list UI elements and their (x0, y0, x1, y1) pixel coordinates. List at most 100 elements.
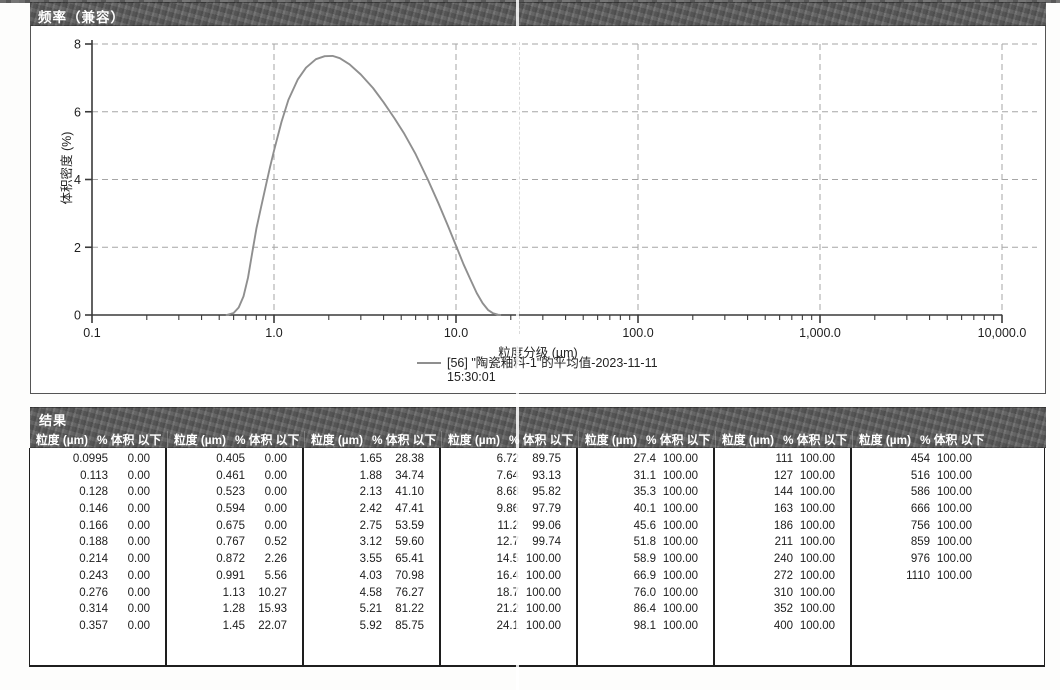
cell-size-um: 8.68 (496, 486, 519, 499)
cell-volume-under: 2.26 (264, 553, 287, 566)
cell-size-um: 0.523 (216, 486, 245, 499)
cell-size-um: 16.4 (496, 569, 519, 582)
cell-size-um: 98.1 (633, 619, 656, 632)
table-row: 144 100.00 (715, 484, 850, 501)
table-row: 66.9 100.00 (578, 568, 713, 585)
chart-legend: [56] "陶瓷釉料-1"的平均值-2023-11-11 15:30:01 (417, 356, 658, 384)
cell-volume-under: 100.00 (525, 619, 561, 632)
cell-volume-under: 100.00 (662, 553, 698, 566)
table-row: 18.7 100.00 (441, 585, 576, 602)
cell-size-um: 4.58 (359, 586, 382, 599)
table-row: 2.13 41.10 (304, 484, 439, 501)
cell-volume-under: 100.00 (799, 603, 835, 616)
table-row: 0.214 0.00 (30, 551, 165, 568)
col-header-size: 粒度 (µm) (36, 433, 89, 447)
cell-size-um: 186 (773, 519, 793, 532)
table-row: 45.6 100.00 (578, 518, 713, 535)
cell-size-um: 586 (910, 486, 930, 499)
cell-volume-under: 100.00 (936, 453, 972, 465)
cell-volume-under: 100.00 (799, 536, 835, 549)
table-row: 0.188 0.00 (30, 534, 165, 551)
cell-size-um: 3.55 (359, 553, 382, 566)
cell-size-um: 58.9 (633, 553, 656, 566)
table-row: 211 100.00 (715, 534, 850, 551)
table-row: 352 100.00 (715, 601, 850, 618)
table-row: 31.1 100.00 (578, 468, 713, 485)
cell-size-um: 310 (773, 586, 793, 599)
table-row: 1.65 28.38 (304, 451, 439, 468)
results-col-header-group: 粒度 (µm) % 体积 以下 (715, 431, 852, 448)
cell-volume-under: 99.74 (532, 536, 561, 549)
col-header-percent-under: % 体积 以下 (783, 433, 848, 447)
cell-volume-under: 0.00 (127, 503, 150, 516)
svg-text:100.0: 100.0 (622, 326, 653, 340)
results-table-column-group: 1.65 28.38 1.88 34.74 2.13 41.10 2.42 47.41 2.75… (303, 448, 440, 667)
svg-text:10.0: 10.0 (444, 326, 468, 340)
cell-volume-under: 100.00 (799, 453, 835, 465)
cell-volume-under: 0.00 (127, 453, 150, 465)
cell-size-um: 1.65 (359, 453, 382, 465)
table-row: 4.03 70.98 (304, 568, 439, 585)
table-row: 1110 100.00 (852, 568, 1044, 585)
cell-volume-under: 47.41 (395, 503, 424, 516)
cell-size-um: 240 (773, 553, 793, 566)
cell-size-um: 5.92 (359, 619, 382, 632)
cell-size-um: 21.2 (496, 603, 519, 616)
results-table-column-group: 0.0995 0.00 0.113 0.00 0.128 0.00 0.146 0.00 0.1… (29, 448, 166, 667)
table-row: 516 100.00 (852, 468, 1044, 485)
table-row: 0.675 0.00 (167, 518, 302, 535)
table-row: 1.13 10.27 (167, 585, 302, 602)
cell-size-um: 2.13 (359, 486, 382, 499)
col-header-size: 粒度 (µm) (174, 433, 227, 447)
cell-volume-under: 100.00 (525, 603, 561, 616)
cell-size-um: 0.405 (216, 453, 245, 465)
cell-size-um: 0.214 (79, 553, 108, 566)
results-col-header-group: 粒度 (µm) % 体积 以下 (167, 431, 304, 448)
table-row: 586 100.00 (852, 484, 1044, 501)
cell-volume-under: 5.56 (264, 569, 287, 582)
cell-volume-under: 100.00 (525, 553, 561, 566)
table-row: 0.872 2.26 (167, 551, 302, 568)
results-table: 0.0995 0.00 0.113 0.00 0.128 0.00 0.146 0.00 0.1… (29, 448, 1045, 667)
cell-size-um: 516 (910, 469, 930, 482)
cell-size-um: 2.42 (359, 503, 382, 516)
table-row: 9.86 97.79 (441, 501, 576, 518)
legend-series-time: 15:30:01 (447, 369, 496, 384)
scan-top-edge (0, 0, 1060, 3)
cell-size-um: 859 (910, 536, 930, 549)
cell-volume-under: 34.74 (395, 469, 424, 482)
cell-size-um: 0.872 (216, 553, 245, 566)
svg-text:2: 2 (74, 241, 81, 255)
table-row: 5.92 85.75 (304, 618, 439, 635)
cell-volume-under: 100.00 (799, 619, 835, 632)
cell-size-um: 666 (910, 503, 930, 516)
table-row: 16.4 100.00 (441, 568, 576, 585)
table-row: 976 100.00 (852, 551, 1044, 568)
table-row: 1.88 34.74 (304, 468, 439, 485)
cell-volume-under: 100.00 (799, 553, 835, 566)
cell-volume-under: 100.00 (525, 586, 561, 599)
results-section-header: 结果 粒度 (µm)% 体积 以下 粒度 (µm)% 体积 以下 粒度 (µm)% … (30, 407, 1046, 448)
table-row: 35.3 100.00 (578, 484, 713, 501)
cell-volume-under: 100.00 (662, 536, 698, 549)
cell-size-um: 272 (773, 569, 793, 582)
cell-size-um: 756 (910, 519, 930, 532)
table-row: 666 100.00 (852, 501, 1044, 518)
cell-size-um: 12.7 (496, 536, 519, 549)
col-header-percent-under: % 体积 以下 (97, 433, 162, 447)
cell-volume-under: 65.41 (395, 553, 424, 566)
table-row: 6.72 89.75 (441, 451, 576, 468)
svg-text:1,000.0: 1,000.0 (799, 326, 841, 340)
table-row: 859 100.00 (852, 534, 1044, 551)
table-row: 8.68 95.82 (441, 484, 576, 501)
cell-volume-under: 10.27 (258, 586, 287, 599)
cell-size-um: 0.128 (79, 486, 108, 499)
cell-size-um: 35.3 (633, 486, 656, 499)
cell-volume-under: 100.00 (936, 486, 972, 499)
results-table-column-group: 111 100.00 127 100.00 144 100.00 163 100.00 186 1… (714, 448, 851, 667)
cell-size-um: 40.1 (633, 503, 656, 516)
results-col-header-group: 粒度 (µm) % 体积 以下 (852, 431, 1046, 448)
table-row: 5.21 81.22 (304, 601, 439, 618)
cell-volume-under: 0.00 (127, 486, 150, 499)
